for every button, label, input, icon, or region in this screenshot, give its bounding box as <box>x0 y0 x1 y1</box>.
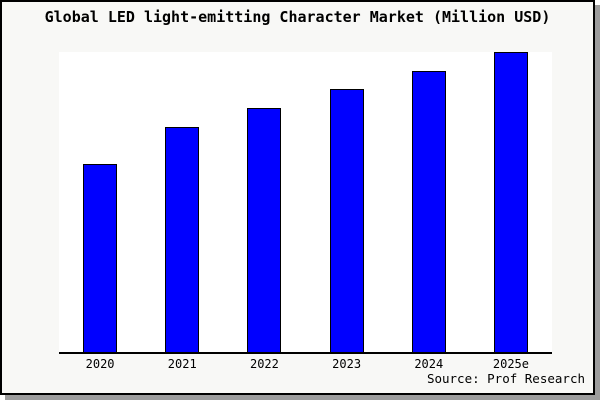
x-tick-2021: 2021 <box>167 357 197 371</box>
plot-area <box>59 52 552 354</box>
x-tick-2023: 2023 <box>332 357 362 371</box>
x-tick-2022: 2022 <box>249 357 279 371</box>
bar-slot-2020 <box>59 52 141 352</box>
bar-slot-2021 <box>141 52 223 352</box>
chart-title: Global LED light-emitting Character Mark… <box>44 8 551 26</box>
bar-2025e <box>493 52 528 352</box>
bar-slot-2025e <box>470 52 552 352</box>
bar-2023 <box>329 88 364 352</box>
bar-2022 <box>247 108 282 352</box>
bar-slot-2022 <box>223 52 305 352</box>
x-tick-2020: 2020 <box>85 357 115 371</box>
x-axis-labels: 2020 2021 2022 2023 2024 2025e <box>59 357 552 371</box>
x-tick-2025e: 2025e <box>492 357 529 371</box>
bar-2021 <box>165 127 200 352</box>
bar-slot-2023 <box>306 52 388 352</box>
bar-slot-2024 <box>388 52 470 352</box>
bar-2024 <box>411 70 446 352</box>
x-tick-2024: 2024 <box>414 357 444 371</box>
source-credit: Source: Prof Research <box>426 371 585 386</box>
bar-2020 <box>83 163 118 352</box>
chart-figure: Global LED light-emitting Character Mark… <box>0 0 595 395</box>
